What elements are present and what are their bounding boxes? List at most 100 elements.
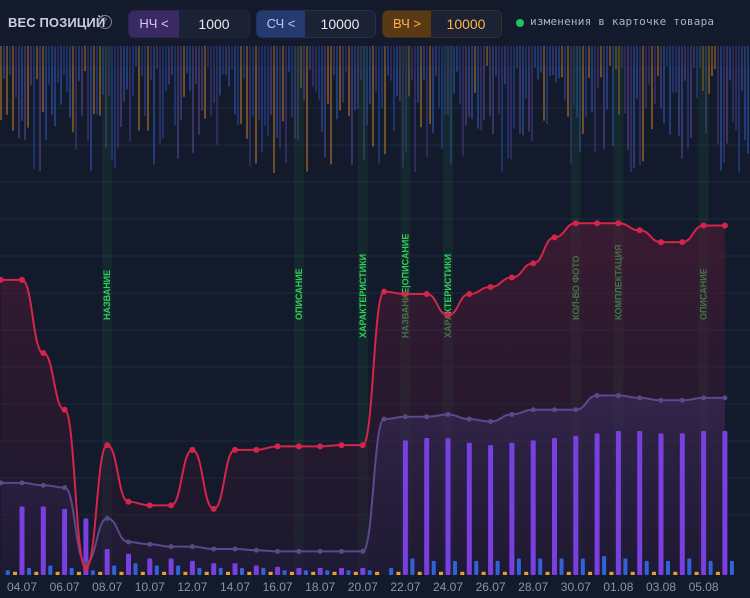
annotation-label: ХАРАКТЕРИСТИКИ (358, 254, 368, 338)
high-frequency-label: ВЧ > (383, 11, 431, 37)
top-volume-bar (747, 46, 749, 154)
low-frequency-bar (168, 558, 174, 575)
high-frequency-bar (524, 571, 529, 575)
question-circle-icon[interactable]: ? (98, 15, 112, 29)
top-volume-bar (171, 46, 173, 75)
high-frequency-bar (460, 571, 465, 575)
high-frequency-bar (332, 571, 337, 575)
top-volume-bar (102, 46, 104, 96)
mid-frequency-input[interactable]: 10000 (305, 11, 375, 37)
high-frequency-bar (652, 571, 656, 575)
top-volume-bar (135, 46, 137, 67)
low-frequency-bar (445, 438, 451, 575)
low-frequency-filter[interactable]: НЧ < 1000 (128, 10, 250, 38)
series-2-point (360, 548, 366, 554)
top-volume-bar (522, 46, 524, 136)
top-volume-bar (390, 46, 392, 81)
top-volume-bar (498, 46, 500, 114)
mid-frequency-bar (282, 570, 287, 575)
series-1-point (721, 222, 728, 229)
top-volume-bar (684, 46, 686, 81)
top-volume-bar (225, 46, 227, 76)
top-volume-bar (504, 46, 506, 85)
top-volume-bar (243, 46, 245, 80)
top-volume-bar (447, 46, 449, 115)
top-volume-bar (579, 46, 581, 152)
top-volume-bar (600, 46, 602, 78)
top-volume-bar (183, 46, 185, 97)
top-volume-bar (309, 46, 311, 70)
top-volume-bar (120, 46, 122, 127)
low-frequency-bar (19, 506, 25, 575)
series-1-point (168, 502, 175, 509)
series-2-point (147, 541, 153, 547)
top-volume-bar (666, 46, 668, 67)
series-2-point (104, 515, 110, 521)
top-volume-bar (513, 46, 515, 129)
top-volume-bar (519, 46, 521, 134)
top-volume-bar (48, 46, 50, 85)
low-frequency-bar (509, 442, 515, 575)
top-volume-bar (264, 46, 266, 126)
series-2-point (658, 397, 664, 403)
mid-frequency-filter[interactable]: СЧ < 10000 (256, 10, 376, 38)
top-volume-bar (126, 46, 128, 90)
top-volume-bar (570, 46, 572, 164)
series-1-point (530, 260, 537, 267)
top-volume-bar (24, 46, 26, 140)
top-volume-bar (630, 46, 632, 173)
series-2-point (83, 560, 89, 566)
series-1-point (338, 442, 345, 449)
series-2-point (402, 414, 408, 420)
top-volume-bar (528, 46, 530, 132)
series-1-point (572, 220, 579, 227)
high-frequency-bar (609, 571, 614, 575)
low-frequency-bar (189, 560, 195, 575)
top-volume-bar (603, 46, 605, 150)
top-volume-bar (276, 46, 278, 138)
top-volume-bar (27, 46, 29, 128)
top-volume-bar (405, 46, 407, 153)
top-volume-bar (552, 46, 554, 75)
high-frequency-bar (311, 571, 316, 575)
top-volume-bar (636, 46, 638, 100)
high-frequency-input[interactable]: 10000 (431, 11, 501, 37)
top-volume-bar (240, 46, 242, 125)
x-tick-label: 05.08 (689, 580, 719, 594)
annotation-band (293, 46, 304, 575)
high-frequency-filter[interactable]: ВЧ > 10000 (382, 10, 502, 38)
top-volume-bar (387, 46, 389, 76)
top-volume-bar (348, 46, 350, 117)
top-volume-bar (222, 46, 224, 75)
series-1-point (594, 220, 601, 227)
top-volume-bar (453, 46, 455, 94)
top-volume-bar (342, 46, 344, 103)
top-volume-bar (147, 46, 149, 131)
high-frequency-bar (76, 571, 81, 575)
series-1-point (104, 442, 111, 449)
top-volume-bar (237, 46, 239, 126)
series-2-point (62, 485, 68, 491)
mid-frequency-bar (538, 558, 543, 575)
x-tick-label: 30.07 (561, 580, 591, 594)
top-volume-bar (414, 46, 416, 172)
mid-frequency-bar (261, 567, 266, 575)
top-volume-bar (618, 46, 620, 115)
x-tick-label: 18.07 (305, 580, 335, 594)
high-frequency-bar (545, 571, 550, 575)
top-volume-bar (687, 46, 689, 149)
changes-legend-label: изменения в карточке товара (530, 15, 715, 28)
mid-frequency-bar (367, 570, 372, 575)
annotation-label: НАЗВАНИЕ (102, 270, 112, 320)
top-volume-bar (186, 46, 188, 74)
top-volume-bar (219, 46, 221, 96)
series-2-point (126, 539, 131, 545)
top-volume-bar (60, 46, 62, 105)
top-volume-bar (54, 46, 56, 127)
low-frequency-bar (424, 438, 430, 575)
low-frequency-input[interactable]: 1000 (179, 11, 249, 37)
top-volume-bar (366, 46, 368, 126)
high-frequency-bar (247, 571, 252, 575)
series-2-point (0, 480, 4, 486)
